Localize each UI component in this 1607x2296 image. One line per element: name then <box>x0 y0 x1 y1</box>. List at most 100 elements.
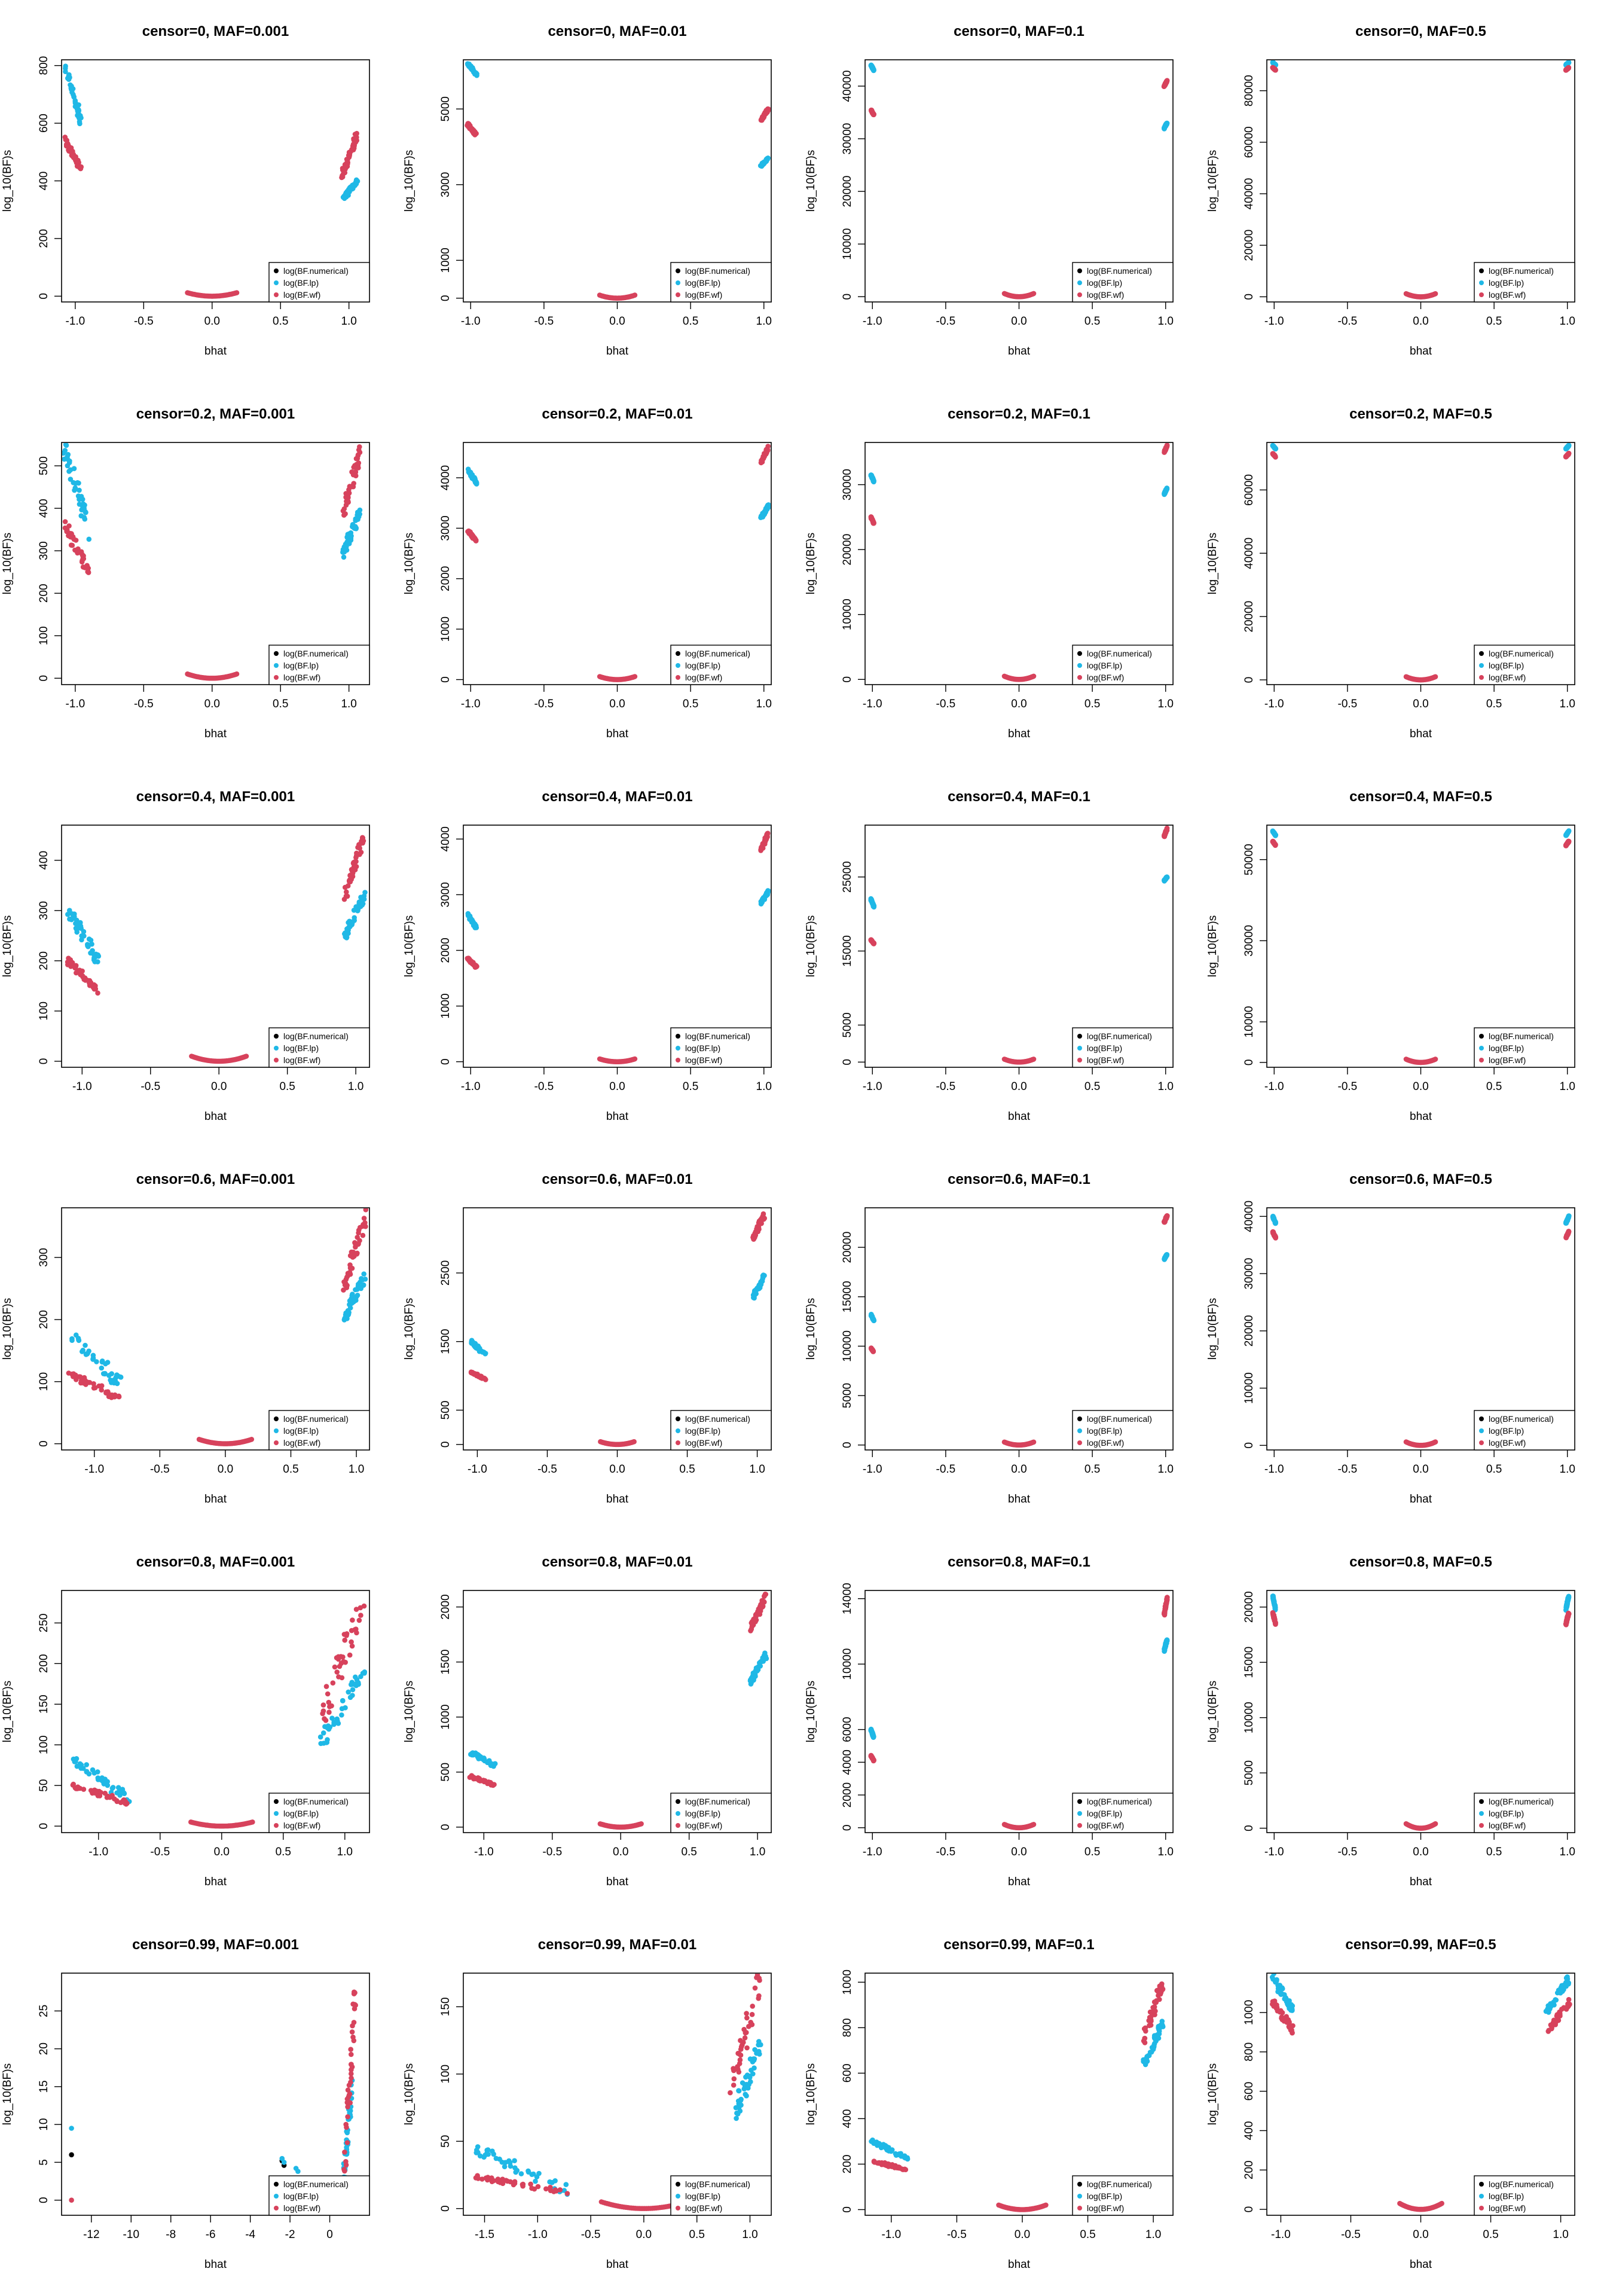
x-tick-label: 1.0 <box>349 1463 364 1476</box>
chart-title: censor=0.4, MAF=0.01 <box>542 789 692 805</box>
x-tick-label: 1.0 <box>1158 1080 1174 1093</box>
x-tick-label: 0.5 <box>1084 315 1100 328</box>
lp-point <box>76 1338 82 1344</box>
wf-point <box>347 1253 353 1259</box>
x-tick-label: 0.0 <box>1413 315 1428 328</box>
wf-point <box>1272 1235 1278 1240</box>
plot-frame <box>61 442 370 685</box>
wf-point <box>99 1387 104 1393</box>
lp-point <box>488 1761 494 1766</box>
wf-point <box>1565 66 1570 72</box>
legend: log(BF.numerical)log(BF.lp)log(BF.wf) <box>1474 1410 1575 1451</box>
y-axis-label: log_10(BF)s <box>1 1298 14 1360</box>
x-tick-label: 0.0 <box>609 1463 625 1476</box>
lp-point <box>1164 1638 1170 1643</box>
legend-label: log(BF.lp) <box>283 278 319 288</box>
lp-point <box>1565 1217 1570 1223</box>
wf-point <box>474 1372 479 1377</box>
lp-point <box>77 119 83 124</box>
y-axis-label: log_10(BF)s <box>403 1681 416 1743</box>
wf-point <box>481 1375 487 1381</box>
wf-point <box>868 1754 874 1760</box>
x-tick-label: 0.0 <box>1011 1463 1026 1476</box>
y-tick-label: 20000 <box>1243 1591 1255 1623</box>
legend-marker <box>274 268 279 273</box>
scatter-chart: censor=0.6, MAF=0.5-1.0 -0.5 0.0 0.5 1.00100… <box>1206 1171 1575 1506</box>
legend-label: log(BF.lp) <box>1087 661 1122 670</box>
wf-point <box>65 962 71 967</box>
chart-title: censor=0.4, MAF=0.1 <box>948 789 1090 805</box>
lp-point <box>76 102 81 108</box>
x-tick-label: 0.0 <box>609 1080 625 1093</box>
wf-point <box>1432 291 1438 297</box>
wf-point <box>350 874 356 880</box>
y-tick-label: 40000 <box>1243 1201 1255 1232</box>
wf-point <box>84 563 90 569</box>
points-layer <box>868 443 1170 682</box>
x-tick-label: -1.0 <box>468 1463 487 1476</box>
lp-point <box>326 1726 332 1732</box>
lp-point <box>62 450 66 456</box>
y-tick-label: 2500 <box>439 1260 452 1286</box>
legend-label: log(BF.lp) <box>1489 1043 1524 1053</box>
wf-point <box>63 143 69 149</box>
lp-point <box>1565 831 1570 836</box>
scatter-chart: censor=0.4, MAF=0.1-1.0 -0.5 0.0 0.5 1.00500… <box>805 789 1174 1123</box>
x-axis-label: bhat <box>1410 1876 1432 1888</box>
y-tick-label: 0 <box>38 1823 50 1830</box>
x-tick-label: -1.0 <box>72 1080 92 1093</box>
wf-point <box>336 1674 341 1680</box>
wf-point <box>250 1819 255 1825</box>
points-layer <box>1270 828 1572 1065</box>
lp-point <box>361 896 367 902</box>
wf-point <box>68 149 74 154</box>
lp-point <box>476 1755 482 1761</box>
y-tick-label: 0 <box>38 293 50 300</box>
wf-point <box>361 1223 367 1229</box>
lp-point <box>760 1655 766 1660</box>
x-axis-label: bhat <box>1410 1110 1432 1123</box>
scatter-panel: censor=0.2, MAF=0.5 -1.0 -0.5 0.0 0.5 1.0 0 200… <box>1205 383 1607 765</box>
x-tick-label: 0.0 <box>1413 698 1428 710</box>
lp-point <box>90 1357 96 1362</box>
x-axis-label: bhat <box>1410 345 1432 358</box>
x-tick-label: 0.5 <box>273 698 288 710</box>
x-tick-label: -1.0 <box>1264 1080 1284 1093</box>
wf-point <box>1031 1822 1037 1827</box>
legend-marker <box>1479 280 1484 285</box>
x-axis-label: bhat <box>606 1876 629 1888</box>
wf-point <box>234 671 240 677</box>
lp-point <box>749 1677 754 1683</box>
lp-point <box>102 1370 108 1376</box>
lp-point <box>347 1298 353 1303</box>
legend-label: log(BF.lp) <box>1087 278 1122 288</box>
x-tick-label: 1.0 <box>341 698 356 710</box>
lp-point <box>329 1715 335 1721</box>
legend-marker <box>274 675 279 680</box>
legend-label: log(BF.lp) <box>1087 1809 1122 1818</box>
legend: log(BF.numerical)log(BF.lp)log(BF.wf) <box>670 262 772 303</box>
wf-point <box>66 1370 72 1376</box>
legend: log(BF.numerical)log(BF.lp)log(BF.wf) <box>1072 645 1174 685</box>
y-tick-label: 15000 <box>841 1281 854 1312</box>
x-tick-label: 1.0 <box>1560 1846 1575 1858</box>
lp-point <box>1566 60 1571 65</box>
x-tick-label: 0.0 <box>609 698 625 710</box>
y-tick-label: 0 <box>439 1442 452 1448</box>
wf-point <box>334 1669 340 1675</box>
wf-point <box>750 1622 755 1628</box>
lp-point <box>360 1283 366 1288</box>
lp-point <box>755 1286 760 1292</box>
legend-marker <box>274 1046 279 1051</box>
x-tick-label: 0.0 <box>1011 1080 1026 1093</box>
wf-point <box>62 519 68 524</box>
y-tick-label: 4000 <box>841 1750 854 1775</box>
legend-marker <box>1479 1799 1484 1804</box>
wf-point <box>762 111 768 117</box>
y-tick-label: 3000 <box>439 882 452 907</box>
scatter-panel: censor=0.4, MAF=0.001 -1.0 -0.5 0.0 0.5 1.0 0 1… <box>0 765 402 1148</box>
y-tick-label: 10000 <box>841 1648 854 1680</box>
chart-title: censor=0.6, MAF=0.5 <box>1349 1171 1492 1187</box>
wf-point <box>326 1699 332 1705</box>
lp-point <box>77 487 82 493</box>
